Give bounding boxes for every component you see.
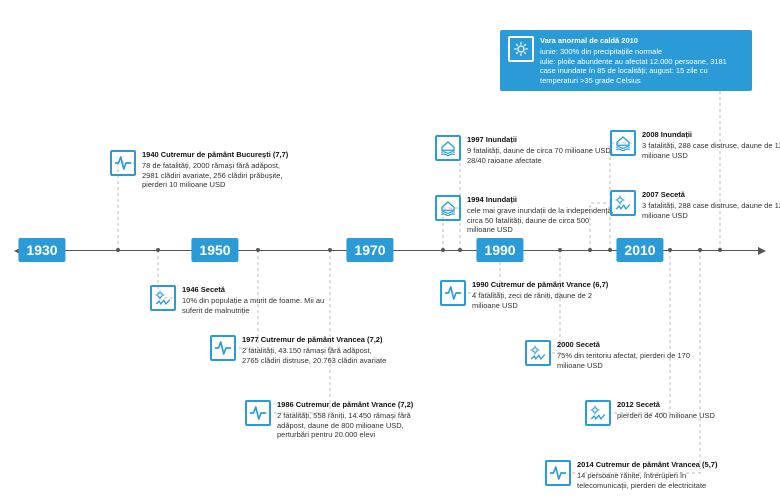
drought-icon — [525, 340, 551, 366]
event-text: 2000 Secetă 75% din teritoriu afectat, pi… — [557, 340, 705, 370]
year-marker-1970: 1970 — [346, 238, 393, 262]
event-e1986: 1986 Cutremur de pământ Vrance (7,2) 2 fa… — [245, 400, 425, 440]
event-title: 1994 Inundații — [467, 195, 615, 204]
event-desc: pierderi de 400 milioane USD — [617, 411, 715, 420]
event-desc: iunie: 300% din precipitațiile normaleiu… — [540, 47, 727, 84]
event-desc: 4 fatalități, zeci de răniți, daune de 2… — [472, 291, 592, 309]
event-desc: 10% din populație a murit de foame. Mii … — [182, 296, 324, 314]
event-text: 1986 Cutremur de pământ Vrance (7,2) 2 fa… — [277, 400, 425, 440]
event-e2008: 2008 Inundații 3 fatalități, 288 case dis… — [610, 130, 780, 160]
drought-icon — [585, 400, 611, 426]
event-desc: 2 fatalități, 558 răniți, 14.450 rămași … — [277, 411, 411, 439]
event-text: 2012 Secetă pierderi de 400 milioane USD — [617, 400, 765, 421]
event-text: Vara anormal de caldă 2010 iunie: 300% di… — [540, 36, 744, 85]
event-e1994: 1994 Inundații cele mai grave inundații d… — [435, 195, 615, 235]
event-e2000: 2000 Secetă 75% din teritoriu afectat, pi… — [525, 340, 705, 370]
sun-icon — [508, 36, 534, 62]
event-title: 1977 Cutremur de pământ Vrancea (7,2) — [242, 335, 390, 344]
event-text: 2008 Inundații 3 fatalități, 288 case dis… — [642, 130, 780, 160]
year-marker-2010: 2010 — [616, 238, 663, 262]
flood-icon — [610, 130, 636, 156]
flood-icon — [435, 135, 461, 161]
event-title: 1986 Cutremur de pământ Vrance (7,2) — [277, 400, 425, 409]
event-title: Vara anormal de caldă 2010 — [540, 36, 744, 45]
event-desc: 14 persoane rănite, întreruperi în telec… — [577, 471, 706, 489]
event-title: 2014 Cutremur de pământ Vrancea (5,7) — [577, 460, 725, 469]
event-text: 1997 Inundații 9 fatalități, daune de cir… — [467, 135, 615, 165]
event-desc: 9 fatalități, daune de circa 70 milioane… — [467, 146, 613, 164]
event-e1990: 1990 Cutremur de pământ Vrance (6,7) 4 fa… — [440, 280, 620, 310]
event-desc: 3 fatalități, 288 case distruse, daune d… — [642, 141, 780, 159]
event-title: 1940 Cutremur de pământ București (7,7) — [142, 150, 290, 159]
pulse-icon — [110, 150, 136, 176]
event-text: 1940 Cutremur de pământ București (7,7) 7… — [142, 150, 290, 190]
event-title: 1946 Secetă — [182, 285, 330, 294]
event-desc: cele mai grave inundații de la independe… — [467, 206, 614, 234]
event-title: 1990 Cutremur de pământ Vrance (6,7) — [472, 280, 620, 289]
event-title: 2000 Secetă — [557, 340, 705, 349]
event-text: 1990 Cutremur de pământ Vrance (6,7) 4 fa… — [472, 280, 620, 310]
event-text: 2014 Cutremur de pământ Vrancea (5,7) 14 … — [577, 460, 725, 490]
event-text: 1994 Inundații cele mai grave inundații d… — [467, 195, 615, 235]
event-text: 1977 Cutremur de pământ Vrancea (7,2) 2 f… — [242, 335, 390, 365]
event-e2007: 2007 Secetă 3 fatalități, 288 case distru… — [610, 190, 780, 220]
drought-icon — [610, 190, 636, 216]
year-marker-1930: 1930 — [18, 238, 65, 262]
event-e1946: 1946 Secetă 10% din populație a murit de … — [150, 285, 330, 315]
pulse-icon — [440, 280, 466, 306]
year-marker-1990: 1990 — [476, 238, 523, 262]
year-marker-1950: 1950 — [191, 238, 238, 262]
event-desc: 2 fatalități, 43.150 rămași fără adăpost… — [242, 346, 386, 364]
event-e1997: 1997 Inundații 9 fatalități, daune de cir… — [435, 135, 615, 165]
event-text: 2007 Secetă 3 fatalități, 288 case distru… — [642, 190, 780, 220]
pulse-icon — [545, 460, 571, 486]
pulse-icon — [245, 400, 271, 426]
pulse-icon — [210, 335, 236, 361]
event-title: 2012 Secetă — [617, 400, 765, 409]
flood-icon — [435, 195, 461, 221]
event-title: 1997 Inundații — [467, 135, 615, 144]
event-desc: 3 fatalități, 288 case distruse, daune d… — [642, 201, 780, 219]
timeline-container: 1930 1950 1970 1990 2010 1940 Cutremur de pă… — [0, 0, 780, 500]
event-e1940: 1940 Cutremur de pământ București (7,7) 7… — [110, 150, 290, 190]
drought-icon — [150, 285, 176, 311]
event-desc: 78 de fatalități, 2000 rămași fără adăpo… — [142, 161, 283, 189]
event-e2012: 2012 Secetă pierderi de 400 milioane USD — [585, 400, 765, 426]
event-e2014: 2014 Cutremur de pământ Vrancea (5,7) 14 … — [545, 460, 725, 490]
event-text: 1946 Secetă 10% din populație a murit de … — [182, 285, 330, 315]
event-desc: 75% din teritoriu afectat, pierderi de 1… — [557, 351, 690, 369]
event-e2010: Vara anormal de caldă 2010 iunie: 300% di… — [500, 30, 752, 91]
event-e1977: 1977 Cutremur de pământ Vrancea (7,2) 2 f… — [210, 335, 390, 365]
event-title: 2007 Secetă — [642, 190, 780, 199]
event-title: 2008 Inundații — [642, 130, 780, 139]
